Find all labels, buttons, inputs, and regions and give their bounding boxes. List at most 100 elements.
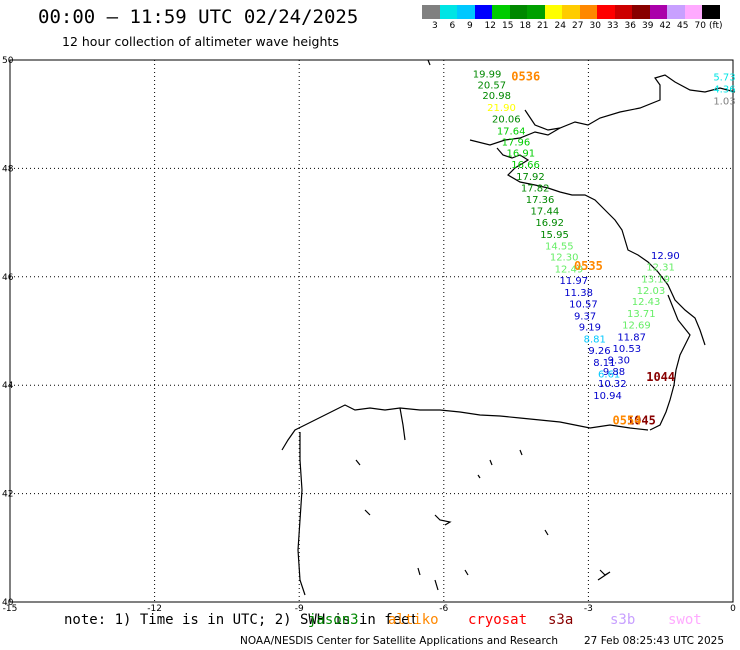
pass-time-label: 1044: [646, 370, 675, 384]
map-frame: [9, 59, 734, 603]
swh-value: 15.95: [540, 230, 569, 241]
swh-value: 12.30: [550, 253, 579, 264]
swh-value: 16.66: [511, 160, 540, 171]
swh-value: 10.94: [593, 391, 622, 402]
lat-tick-label: 50: [2, 56, 14, 66]
footer-note: note: 1) Time is in UTC; 2) SWH is in fe…: [64, 612, 419, 628]
lat-tick-label: 46: [2, 273, 14, 283]
colorbar-label: 27: [572, 21, 584, 31]
colorbar-swatch: [457, 5, 475, 19]
lat-lon-grid: [9, 59, 734, 603]
swh-value: 12.03: [637, 286, 666, 297]
colorbar-swatch: [562, 5, 580, 19]
swh-value: 17.82: [521, 183, 550, 194]
colorbar-swatch: [492, 5, 510, 19]
colorbar-swatch: [544, 5, 562, 19]
colorbar-label: 9: [467, 21, 473, 31]
swh-value: 11.87: [617, 332, 646, 343]
colorbar-swatch: [474, 5, 492, 19]
colorbar-swatch: [439, 5, 457, 19]
colorbar-swatch: [422, 5, 440, 19]
swh-value: 20.06: [492, 115, 521, 126]
swh-value: 11.38: [564, 288, 593, 299]
swh-value: 6.61: [598, 369, 620, 380]
swh-value: 12.43: [632, 297, 661, 308]
colorbar-label: 39: [642, 21, 654, 31]
coastline: [281, 59, 736, 596]
pass-time-label: 1045: [627, 413, 656, 427]
colorbar-swatch: [649, 5, 667, 19]
swh-value: 9.19: [579, 323, 601, 334]
swh-value: 20.57: [478, 80, 507, 91]
swh-value: 9.37: [574, 311, 596, 322]
colorbar-swatch: [702, 5, 720, 19]
swh-value: 17.92: [516, 172, 545, 183]
colorbar-swatch: [597, 5, 615, 19]
colorbar-label: (ft): [709, 21, 723, 31]
colorbar-swatch: [509, 5, 527, 19]
mission-legend-item: altiko: [388, 612, 439, 628]
colorbar-swatch: [579, 5, 597, 19]
lat-tick-label: 48: [2, 164, 14, 174]
swh-value: 12.90: [651, 251, 680, 262]
wave-height-colorbar: [422, 5, 720, 19]
colorbar-label: 6: [449, 21, 456, 31]
generation-timestamp: 27 Feb 08:25:43 UTC 2025: [584, 635, 724, 647]
swh-value: 8.11: [593, 358, 615, 369]
map-title: 00:00 – 11:59 UTC 02/24/2025: [38, 6, 359, 28]
lat-tick-label: 42: [2, 490, 13, 500]
map-subtitle: 12 hour collection of altimeter wave hei…: [62, 34, 339, 49]
mission-legend-item: swot: [668, 612, 702, 628]
swh-value: 13.19: [641, 274, 670, 285]
swh-value: 12.69: [622, 320, 651, 331]
colorbar-label: 12: [484, 21, 496, 31]
swh-value: 17.96: [502, 137, 531, 148]
colorbar-swatch: [527, 5, 545, 19]
colorbar-swatch: [614, 5, 632, 19]
mission-legend-item: cryosat: [468, 612, 528, 628]
swh-values: 19.9920.5720.9821.9020.0617.6417.9616.91…: [473, 70, 736, 402]
colorbar-swatch: [667, 5, 685, 19]
swh-value: 13.71: [627, 309, 656, 320]
swh-value: 8.81: [584, 335, 606, 346]
swh-value: 14.55: [545, 241, 574, 252]
swh-value: 19.99: [473, 70, 502, 81]
swh-value: 17.44: [531, 207, 560, 218]
mission-legend-item: s3a: [548, 612, 574, 628]
swh-value: 17.36: [526, 195, 555, 206]
colorbar-swatch: [632, 5, 650, 19]
swh-value: 20.98: [482, 91, 511, 102]
lon-tick-label: -9: [295, 604, 304, 614]
pass-time-label: 0554: [613, 413, 642, 427]
swh-value: 12.31: [646, 263, 675, 274]
swh-value: 16.91: [506, 149, 535, 160]
colorbar-label: 30: [589, 21, 601, 31]
swh-value: 21.90: [487, 103, 516, 114]
lon-tick-label: -12: [147, 604, 162, 614]
lon-tick-label: -6: [439, 604, 448, 614]
lon-tick-label: -15: [3, 604, 18, 614]
mission-legend-item: s3b: [610, 612, 636, 628]
colorbar-label: 24: [554, 21, 566, 31]
pass-time-label: 0535: [574, 259, 603, 273]
colorbar-label: 70: [694, 21, 706, 31]
swh-value: 12.49: [555, 265, 584, 276]
swh-value: 1.03: [713, 97, 735, 108]
colorbar-label: 21: [537, 21, 549, 31]
swh-value: 9.26: [588, 346, 610, 357]
swh-value: 10.57: [569, 299, 598, 310]
colorbar-label: 15: [502, 21, 514, 31]
swh-value: 17.64: [497, 126, 526, 137]
swh-value: 9.88: [603, 367, 625, 378]
credit-text: NOAA/NESDIS Center for Satellite Applica…: [240, 635, 558, 647]
colorbar-swatch: [684, 5, 702, 19]
colorbar-label: 18: [519, 21, 531, 31]
lat-tick-label: 40: [2, 598, 14, 608]
lon-tick-label: -3: [584, 604, 593, 614]
swh-value: 10.32: [598, 379, 627, 390]
pass-time-label: 0536: [511, 69, 540, 83]
colorbar-label: 42: [659, 21, 671, 31]
swh-value: 16.92: [535, 218, 564, 229]
